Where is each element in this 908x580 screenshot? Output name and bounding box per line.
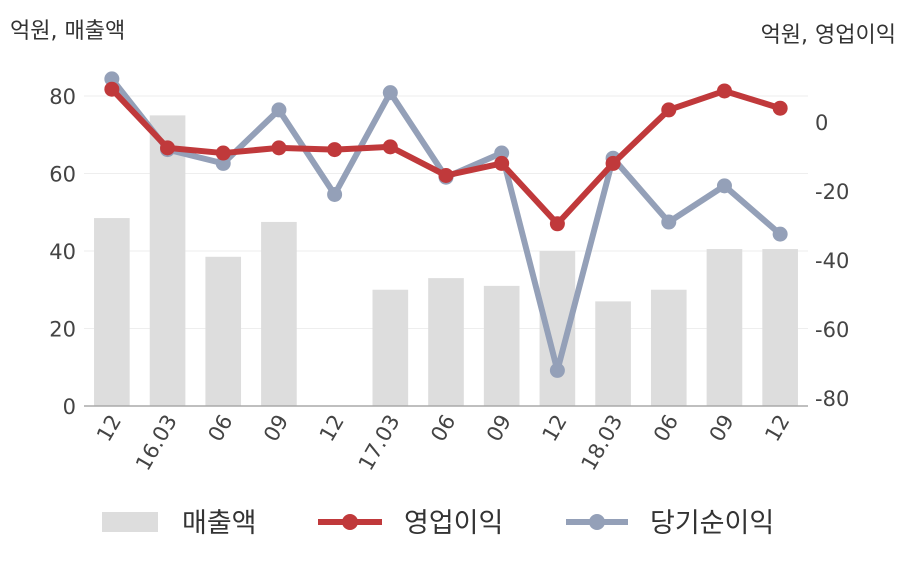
point-net-income <box>215 155 231 171</box>
point-operating-profit <box>382 139 398 155</box>
right-tick-label: -20 <box>815 180 849 204</box>
point-net-income <box>494 145 510 161</box>
bar-revenue <box>762 249 798 406</box>
legend-swatch-revenue <box>102 512 158 532</box>
left-tick-label: 80 <box>49 85 76 109</box>
x-tick-label: 16.03 <box>131 411 182 475</box>
bar-revenue <box>261 221 297 406</box>
point-net-income <box>716 178 732 194</box>
point-operating-profit <box>661 102 677 118</box>
point-operating-profit <box>215 145 231 161</box>
point-operating-profit <box>716 83 732 99</box>
bar-revenue <box>483 285 520 406</box>
point-net-income <box>382 85 398 101</box>
x-tick-label: 06 <box>203 411 237 446</box>
left-axis-unit-label: 억원, 매출액 <box>10 19 125 44</box>
point-net-income <box>661 214 677 230</box>
right-tick-label: -80 <box>815 387 849 411</box>
left-tick-label: 60 <box>49 163 76 187</box>
point-operating-profit <box>160 140 176 156</box>
right-axis-unit-label: 억원, 영업이익 <box>761 23 896 48</box>
x-tick-label: 06 <box>426 411 460 446</box>
point-net-income <box>549 362 565 378</box>
x-tick-label: 09 <box>705 411 739 446</box>
right-tick-label: -60 <box>815 318 849 342</box>
point-operating-profit <box>271 140 287 156</box>
left-tick-label: 20 <box>49 318 76 342</box>
legend-label-revenue: 매출액 <box>182 508 257 539</box>
point-net-income <box>772 226 788 242</box>
bar-revenue <box>595 301 631 406</box>
legend-label-operating-profit: 영업이익 <box>404 508 503 539</box>
bar-revenue <box>428 278 464 406</box>
right-tick-label: 0 <box>815 111 828 135</box>
point-operating-profit <box>438 167 454 183</box>
right-tick-label: -40 <box>815 249 849 273</box>
bar-revenue <box>149 115 186 406</box>
x-tick-label: 06 <box>649 411 683 446</box>
point-operating-profit <box>772 100 788 116</box>
x-tick-label: 09 <box>259 411 293 446</box>
left-axis-ticks: 0 20 40 60 80 <box>49 85 76 419</box>
point-operating-profit <box>605 155 621 171</box>
left-tick-label: 0 <box>63 395 76 419</box>
x-tick-label: 09 <box>482 411 516 446</box>
bar-revenue <box>706 249 743 406</box>
legend-marker-net-income <box>589 514 605 530</box>
right-axis-ticks: 0 -20 -40 -60 -80 <box>815 111 849 411</box>
point-operating-profit <box>327 142 343 158</box>
bar-series-revenue <box>94 115 798 406</box>
point-net-income <box>327 186 343 202</box>
point-net-income <box>271 102 287 118</box>
bar-revenue <box>650 289 687 406</box>
bar-revenue <box>94 218 130 406</box>
point-operating-profit <box>549 216 565 232</box>
point-operating-profit <box>104 81 120 97</box>
legend-marker-operating-profit <box>342 514 358 530</box>
point-operating-profit <box>494 155 510 171</box>
x-tick-label: 12 <box>315 411 349 446</box>
legend-label-net-income: 당기순이익 <box>650 508 774 539</box>
x-tick-label: 12 <box>760 411 794 446</box>
point-net-income <box>104 71 120 87</box>
line-operating-profit <box>108 86 784 227</box>
x-tick-label: 12 <box>538 411 572 446</box>
x-tick-label: 18.03 <box>577 411 628 475</box>
x-axis-ticks: 12 16.03 06 09 12 17.03 06 09 12 18.03 06 09 12 <box>92 411 794 475</box>
left-tick-label: 40 <box>49 240 76 264</box>
bar-revenue <box>372 289 409 406</box>
line-series-group <box>104 71 788 378</box>
legend: 매출액 영업이익 당기순이익 <box>102 508 774 539</box>
bar-revenue <box>205 256 242 406</box>
x-tick-label: 17.03 <box>354 411 405 475</box>
x-tick-label: 12 <box>92 411 126 446</box>
